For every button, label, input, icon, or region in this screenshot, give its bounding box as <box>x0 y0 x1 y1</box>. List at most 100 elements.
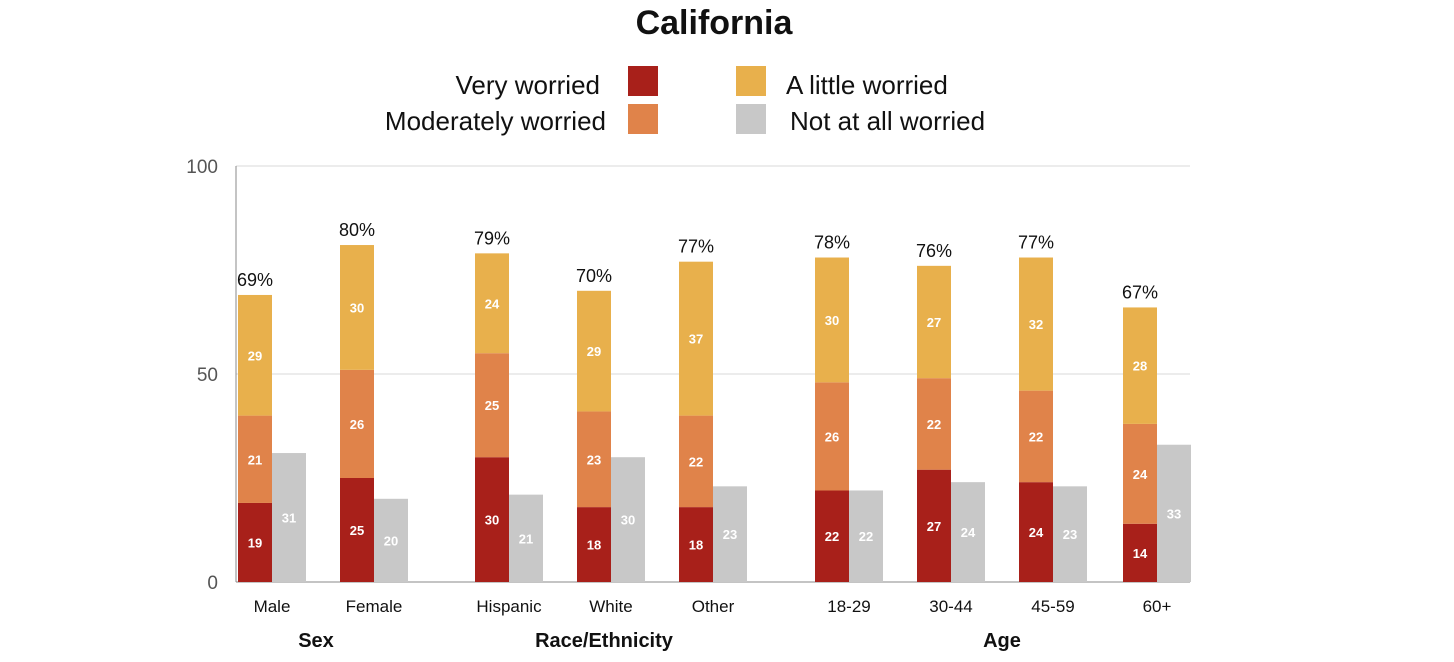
data-label: 30 <box>621 513 635 528</box>
total-label: 67% <box>1122 282 1158 302</box>
data-label: 24 <box>1029 525 1044 540</box>
total-label: 80% <box>339 220 375 240</box>
total-label: 79% <box>474 228 510 248</box>
bar-segment <box>475 457 509 582</box>
bar-segment <box>238 502 272 582</box>
category-label: Female <box>346 597 403 616</box>
bar-segment <box>340 369 374 478</box>
bar-not-at-all <box>713 486 747 582</box>
category-label: 30-44 <box>929 597 972 616</box>
category-label: Other <box>692 597 735 616</box>
data-label: 24 <box>1133 467 1148 482</box>
bar-segment <box>238 294 272 416</box>
data-label: 30 <box>350 300 364 315</box>
bar-segment <box>1123 523 1157 582</box>
bar-segment <box>475 253 509 354</box>
bar-segment <box>577 507 611 582</box>
data-label: 24 <box>485 296 500 311</box>
bar-not-at-all <box>849 490 883 582</box>
total-label: 78% <box>814 233 850 253</box>
data-label: 26 <box>350 417 364 432</box>
total-label: 70% <box>576 266 612 286</box>
bar-segment <box>1123 307 1157 424</box>
data-label: 19 <box>248 535 262 550</box>
data-label: 22 <box>1029 429 1043 444</box>
data-label: 14 <box>1133 546 1148 561</box>
bar-segment <box>815 257 849 383</box>
data-label: 18 <box>689 538 703 553</box>
data-label: 37 <box>689 332 703 347</box>
data-label: 33 <box>1167 506 1181 521</box>
y-tick-label: 100 <box>186 157 218 178</box>
bar-segment <box>679 415 713 508</box>
bar-segment <box>917 265 951 379</box>
category-label: White <box>589 597 632 616</box>
category-label: 45-59 <box>1031 597 1074 616</box>
bar-segment <box>815 382 849 491</box>
legend-swatch-not-at-all-worried <box>736 104 766 134</box>
data-label: 27 <box>927 519 941 534</box>
legend-swatch-very-worried <box>628 66 658 96</box>
data-label: 23 <box>587 452 601 467</box>
bar-not-at-all <box>1053 486 1087 582</box>
bar-not-at-all <box>509 494 543 582</box>
bar-segment <box>679 507 713 582</box>
bar-not-at-all <box>951 482 985 582</box>
bar-segment <box>577 411 611 508</box>
bar-segment <box>679 261 713 416</box>
legend: Very worried Moderately worried A little… <box>385 66 985 136</box>
data-label: 28 <box>1133 359 1147 374</box>
data-label: 25 <box>485 398 499 413</box>
y-tick-label: 0 <box>207 573 218 594</box>
data-label: 18 <box>587 538 601 553</box>
data-label: 21 <box>519 531 533 546</box>
total-label: 77% <box>678 237 714 257</box>
bar-segment <box>238 415 272 503</box>
bar-not-at-all <box>611 457 645 582</box>
total-label: 77% <box>1018 233 1054 253</box>
legend-label-a-little-worried: A little worried <box>786 70 948 100</box>
legend-label-not-at-all-worried: Not at all worried <box>790 106 985 136</box>
data-label: 24 <box>961 525 976 540</box>
data-label: 26 <box>825 429 839 444</box>
bar-segment <box>340 245 374 370</box>
group-label: Sex <box>298 630 334 652</box>
data-label: 32 <box>1029 317 1043 332</box>
data-label: 29 <box>587 344 601 359</box>
category-label: 60+ <box>1143 597 1172 616</box>
group-label: Age <box>983 630 1021 652</box>
bar-not-at-all <box>272 453 306 582</box>
data-label: 30 <box>485 513 499 528</box>
bar-segment <box>475 353 509 458</box>
group-label: Race/Ethnicity <box>535 630 674 652</box>
bar-segment <box>1019 482 1053 582</box>
bar-segment <box>340 478 374 582</box>
total-label: 69% <box>237 270 273 290</box>
data-label: 20 <box>384 533 398 548</box>
category-label: 18-29 <box>827 597 870 616</box>
legend-swatch-a-little-worried <box>736 66 766 96</box>
category-label: Male <box>254 597 291 616</box>
data-label: 25 <box>350 523 364 538</box>
plot-area: 0 50 100 19 21 29 69% 31 Male 25 26 30 80% 20 Female 30… <box>186 157 1191 652</box>
data-label: 23 <box>1063 527 1077 542</box>
legend-label-very-worried: Very worried <box>456 70 601 100</box>
bar-segment <box>815 490 849 582</box>
bar-segment <box>1019 390 1053 483</box>
bar-segment <box>577 290 611 412</box>
data-label: 31 <box>282 511 296 526</box>
data-label: 27 <box>927 315 941 330</box>
bar-segment <box>1019 257 1053 391</box>
category-label: Hispanic <box>476 597 542 616</box>
data-label: 22 <box>825 529 839 544</box>
data-label: 23 <box>723 527 737 542</box>
data-label: 21 <box>248 452 262 467</box>
data-label: 22 <box>689 454 703 469</box>
bar-segment <box>1123 423 1157 524</box>
data-label: 22 <box>927 417 941 432</box>
y-tick-label: 50 <box>197 365 218 386</box>
bar-segment <box>917 378 951 470</box>
bar-segment <box>917 469 951 582</box>
data-label: 22 <box>859 529 873 544</box>
